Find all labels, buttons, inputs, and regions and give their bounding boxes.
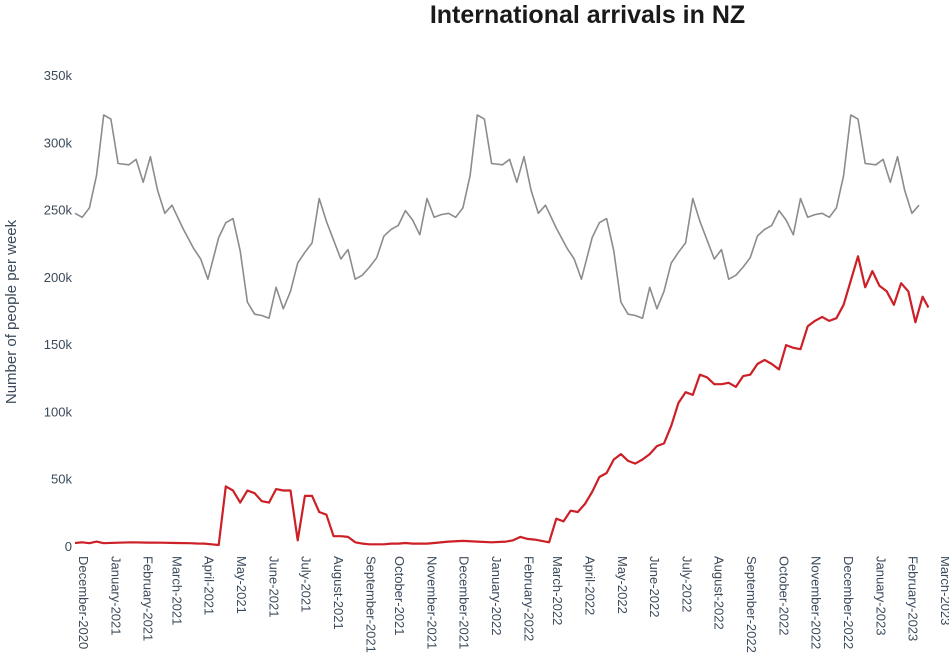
x-tick-label: May-2021: [234, 556, 249, 614]
x-tick-label: May-2022: [615, 556, 630, 614]
y-tick-label: 50k: [51, 472, 72, 487]
x-tick-label: October-2022: [776, 556, 791, 636]
x-tick-label: February-2022: [521, 556, 536, 641]
chart-title: International arrivals in NZ: [429, 1, 746, 29]
x-tick-label: September-2022: [744, 556, 759, 653]
y-axis-ticks: 0 50k 100k 150k 200k 250k 300k 350k: [44, 68, 73, 554]
y-tick-label: 200k: [44, 270, 73, 285]
x-tick-label: December-2021: [457, 556, 472, 649]
x-tick-label: March-2022: [550, 556, 565, 625]
y-axis-label: Number of people per week: [3, 219, 20, 404]
x-tick-label: June-2022: [647, 556, 662, 617]
x-axis-ticks: December-2020 January-2021 February-2021 Ma…: [76, 556, 949, 653]
x-tick-label: November-2021: [424, 556, 439, 649]
x-tick-label: January-2023: [873, 556, 888, 636]
x-tick-label: July-2022: [679, 556, 694, 612]
x-tick-label: December-2020: [76, 556, 91, 649]
y-tick-label: 0: [65, 539, 72, 554]
x-tick-label: April-2021: [202, 556, 217, 615]
y-tick-label: 100k: [44, 404, 73, 419]
x-tick-label: September-2021: [363, 556, 378, 653]
x-tick-label: January-2021: [108, 556, 123, 636]
x-tick-label: January-2022: [489, 556, 504, 636]
x-tick-label: August-2021: [331, 556, 346, 630]
x-tick-label: October-2021: [392, 556, 407, 636]
x-tick-label: April-2022: [582, 556, 597, 615]
series-line-2: [74, 255, 930, 547]
x-tick-label: December-2022: [841, 556, 856, 649]
x-tick-label: June-2021: [266, 556, 281, 617]
x-tick-label: March-2021: [169, 556, 184, 625]
y-tick-label: 150k: [44, 337, 73, 352]
y-tick-label: 250k: [44, 203, 73, 218]
series-line-1: [74, 114, 920, 319]
series-layer: [74, 114, 930, 547]
x-tick-label: March-2023: [938, 556, 949, 625]
y-tick-label: 300k: [44, 135, 73, 150]
x-tick-label: November-2022: [809, 556, 824, 649]
x-tick-label: February-2021: [141, 556, 156, 641]
x-tick-label: February-2023: [906, 556, 921, 641]
x-tick-label: August-2022: [712, 556, 727, 630]
y-tick-label: 350k: [44, 68, 73, 83]
x-tick-label: July-2021: [299, 556, 314, 612]
